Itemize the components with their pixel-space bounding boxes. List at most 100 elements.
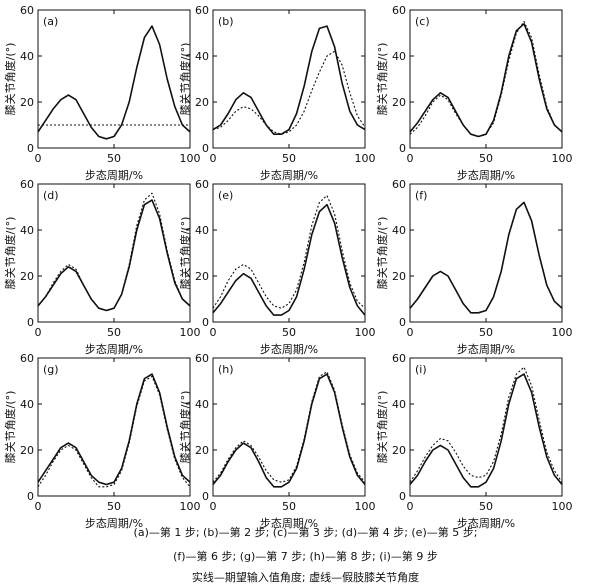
y-axis-label: 膝关节角度/(°) [3,391,17,464]
series-line-actual [37,375,191,488]
y-tick-label: 60 [195,4,209,17]
x-tick-label: 0 [407,152,414,165]
y-tick-label: 40 [195,398,209,411]
x-axis-label: 步态周期/% [260,169,318,182]
chart-panel-1: 0 20 40 60 0 50 100 步态周期/% 膝关节角度/(°) (a) [3,4,201,182]
x-tick-label: 100 [180,500,201,513]
y-axis-label: 膝关节角度/(°) [3,217,17,290]
caption-steps-line1: (a)—第 1 步; (b)—第 2 步; (c)—第 3 步; (d)—第 4… [133,526,478,539]
series-line-actual [212,371,366,483]
y-tick-label: 20 [20,96,34,109]
y-tick-label: 20 [195,444,209,457]
y-axis-label: 膝关节角度/(°) [178,43,192,116]
y-tick-label: 0 [399,316,406,329]
y-tick-label: 60 [20,4,34,17]
y-tick-label: 40 [392,224,406,237]
x-axis-label: 步态周期/% [457,343,515,356]
x-tick-label: 0 [35,152,42,165]
y-tick-label: 60 [195,178,209,191]
caption-steps-line2: (f)—第 6 步; (g)—第 7 步; (h)—第 8 步; (i)—第 9… [173,550,438,563]
series-line-actual [409,201,563,314]
x-tick-label: 0 [210,326,217,339]
y-tick-label: 0 [202,490,209,503]
y-tick-label: 40 [195,50,209,63]
panel-label: (i) [415,363,427,376]
y-axis-label: 膝关节角度/(°) [375,217,389,290]
y-tick-label: 0 [27,316,34,329]
y-axis-label: 膝关节角度/(°) [375,391,389,464]
panel-label: (e) [218,189,233,202]
chart-panel-3: 0 20 40 60 0 50 100 步态周期/% 膝关节角度/(°) (c) [375,4,573,182]
x-tick-label: 50 [282,326,296,339]
y-tick-label: 0 [27,490,34,503]
caption-legend: 实线—期望输入值角度; 虚线—假肢膝关节角度 [191,571,420,584]
x-tick-label: 100 [552,500,573,513]
x-tick-label: 50 [479,500,493,513]
y-axis-label: 膝关节角度/(°) [375,43,389,116]
y-tick-label: 0 [27,142,34,155]
y-tick-label: 0 [202,142,209,155]
series-line-desired [212,25,366,135]
x-tick-label: 50 [479,326,493,339]
series-line-actual [212,50,366,135]
x-axis-label: 步态周期/% [85,517,143,530]
x-tick-label: 50 [107,500,121,513]
x-axis-label: 步态周期/% [260,517,318,530]
y-tick-label: 60 [20,178,34,191]
series-line-desired [212,203,366,316]
x-tick-label: 100 [552,152,573,165]
x-tick-label: 0 [210,152,217,165]
y-tick-label: 60 [195,352,209,365]
y-tick-label: 0 [399,142,406,155]
chart-panel-8: 0 20 40 60 0 50 100 步态周期/% 膝关节角度/(°) (h) [178,352,376,530]
y-tick-label: 40 [20,398,34,411]
y-tick-label: 0 [202,316,209,329]
chart-panel-4: 0 20 40 60 0 50 100 步态周期/% 膝关节角度/(°) (d) [3,178,201,356]
series-line-actual [409,20,563,138]
series-line-desired [409,22,563,138]
y-tick-label: 20 [20,444,34,457]
chart-panel-9: 0 20 40 60 0 50 100 步态周期/% 膝关节角度/(°) (i) [375,352,573,530]
panel-label: (g) [43,363,59,376]
y-tick-label: 20 [20,270,34,283]
y-tick-label: 40 [392,398,406,411]
series-line-actual [37,192,191,312]
y-tick-label: 40 [20,50,34,63]
y-tick-label: 20 [392,270,406,283]
x-tick-label: 0 [35,500,42,513]
series-line-desired [37,25,191,140]
y-tick-label: 60 [392,352,406,365]
x-tick-label: 0 [210,500,217,513]
panel-label: (d) [43,189,59,202]
y-tick-label: 20 [392,96,406,109]
x-tick-label: 100 [355,500,376,513]
series-line-desired [212,373,366,488]
y-tick-label: 40 [392,50,406,63]
chart-panel-6: 0 20 40 60 0 50 100 步态周期/% 膝关节角度/(°) (f) [375,178,573,356]
panel-label: (a) [43,15,58,28]
x-axis-label: 步态周期/% [457,169,515,182]
panel-label: (f) [415,189,427,202]
chart-panel-7: 0 20 40 60 0 50 100 步态周期/% 膝关节角度/(°) (g) [3,352,201,530]
x-tick-label: 0 [35,326,42,339]
series-line-desired [37,373,191,486]
x-tick-label: 50 [107,152,121,165]
x-tick-label: 100 [180,326,201,339]
panel-label: (h) [218,363,234,376]
chart-panel-5: 0 20 40 60 0 50 100 步态周期/% 膝关节角度/(°) (e) [178,178,376,356]
x-tick-label: 50 [107,326,121,339]
x-tick-label: 50 [282,152,296,165]
x-tick-label: 50 [282,500,296,513]
panel-label: (b) [218,15,234,28]
x-tick-label: 100 [355,152,376,165]
x-tick-label: 0 [407,326,414,339]
x-tick-label: 0 [407,500,414,513]
y-tick-label: 20 [392,444,406,457]
y-tick-label: 60 [392,178,406,191]
y-tick-label: 20 [195,270,209,283]
series-line-desired [37,199,191,312]
panel-label: (c) [415,15,430,28]
plot-frame [212,9,366,149]
chart-panel-2: 0 20 40 60 0 50 100 步态周期/% 膝关节角度/(°) (b) [178,4,376,182]
y-axis-label: 膝关节角度/(°) [178,217,192,290]
